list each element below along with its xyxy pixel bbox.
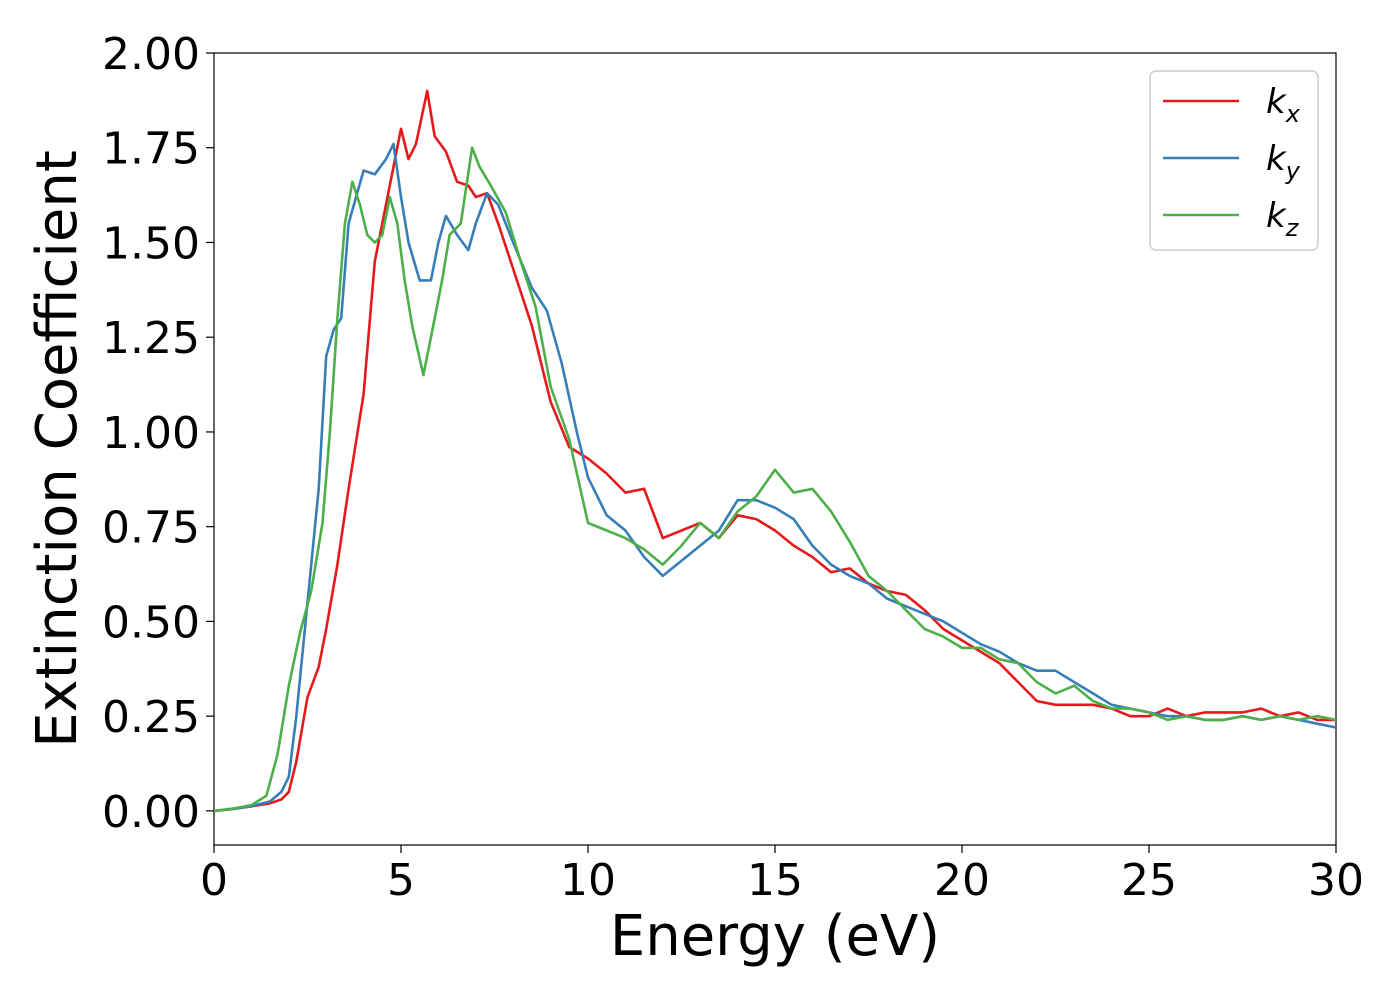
legend-label-subscript: x [1285,100,1301,128]
x-tick-label: 25 [1121,855,1177,906]
legend-label-kz: kz [1266,196,1300,242]
y-tick-label: 1.50 [102,218,200,269]
y-tick-label: 1.75 [102,124,200,175]
legend-frame [1149,70,1319,251]
series-line-kz [213,146,1337,813]
legend-label-main: k [1266,82,1287,122]
y-axis-ticks: 0.00 0.25 0.50 0.75 1.00 1.25 1.50 1.75 2.00 [102,29,214,838]
legend-label-kx: kx [1266,82,1301,128]
x-axis-ticks: 0 5 10 15 20 25 30 [200,845,1364,906]
x-tick-label: 5 [387,855,415,906]
x-tick-label: 0 [200,855,228,906]
y-tick-label: 0.50 [102,597,200,648]
y-tick-label: 1.25 [102,313,200,364]
legend-label-subscript: z [1285,214,1300,242]
y-axis-title: Extinction Coefficient [25,150,90,748]
series-lines [213,89,1337,813]
series-line-ky [213,142,1337,813]
legend-label-main: k [1266,139,1287,179]
y-tick-label: 2.00 [102,29,200,80]
y-tick-label: 0.75 [102,503,200,554]
y-tick-label: 0.00 [102,787,200,838]
x-tick-label: 10 [560,855,616,906]
x-axis-title: Energy (eV) [610,904,940,969]
x-tick-label: 15 [747,855,803,906]
legend-label-subscript: y [1285,157,1301,185]
y-tick-label: 0.25 [102,692,200,743]
x-tick-label: 30 [1308,855,1364,906]
legend-label-main: k [1266,196,1287,236]
x-tick-label: 20 [934,855,990,906]
legend-label-ky: ky [1266,139,1301,185]
y-tick-label: 1.00 [102,408,200,459]
